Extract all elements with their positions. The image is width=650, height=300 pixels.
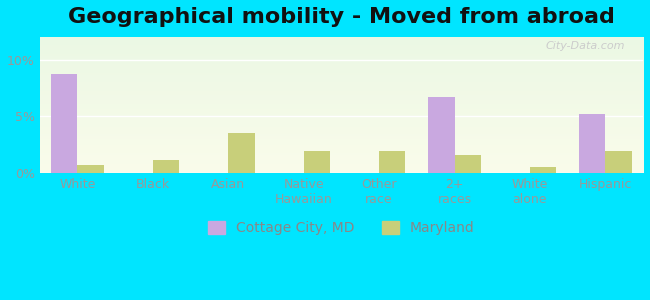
Bar <box>228 133 255 173</box>
Bar <box>605 152 632 173</box>
Title: Geographical mobility - Moved from abroad: Geographical mobility - Moved from abroa… <box>68 7 615 27</box>
Bar <box>530 167 556 173</box>
Text: City-Data.com: City-Data.com <box>545 41 625 51</box>
Bar <box>77 165 104 173</box>
Bar <box>153 160 179 173</box>
Bar <box>579 114 605 173</box>
Bar <box>304 152 330 173</box>
Bar <box>428 97 454 173</box>
Bar <box>51 74 77 173</box>
Bar <box>454 155 481 173</box>
Legend: Cottage City, MD, Maryland: Cottage City, MD, Maryland <box>203 216 480 241</box>
Bar <box>379 152 406 173</box>
